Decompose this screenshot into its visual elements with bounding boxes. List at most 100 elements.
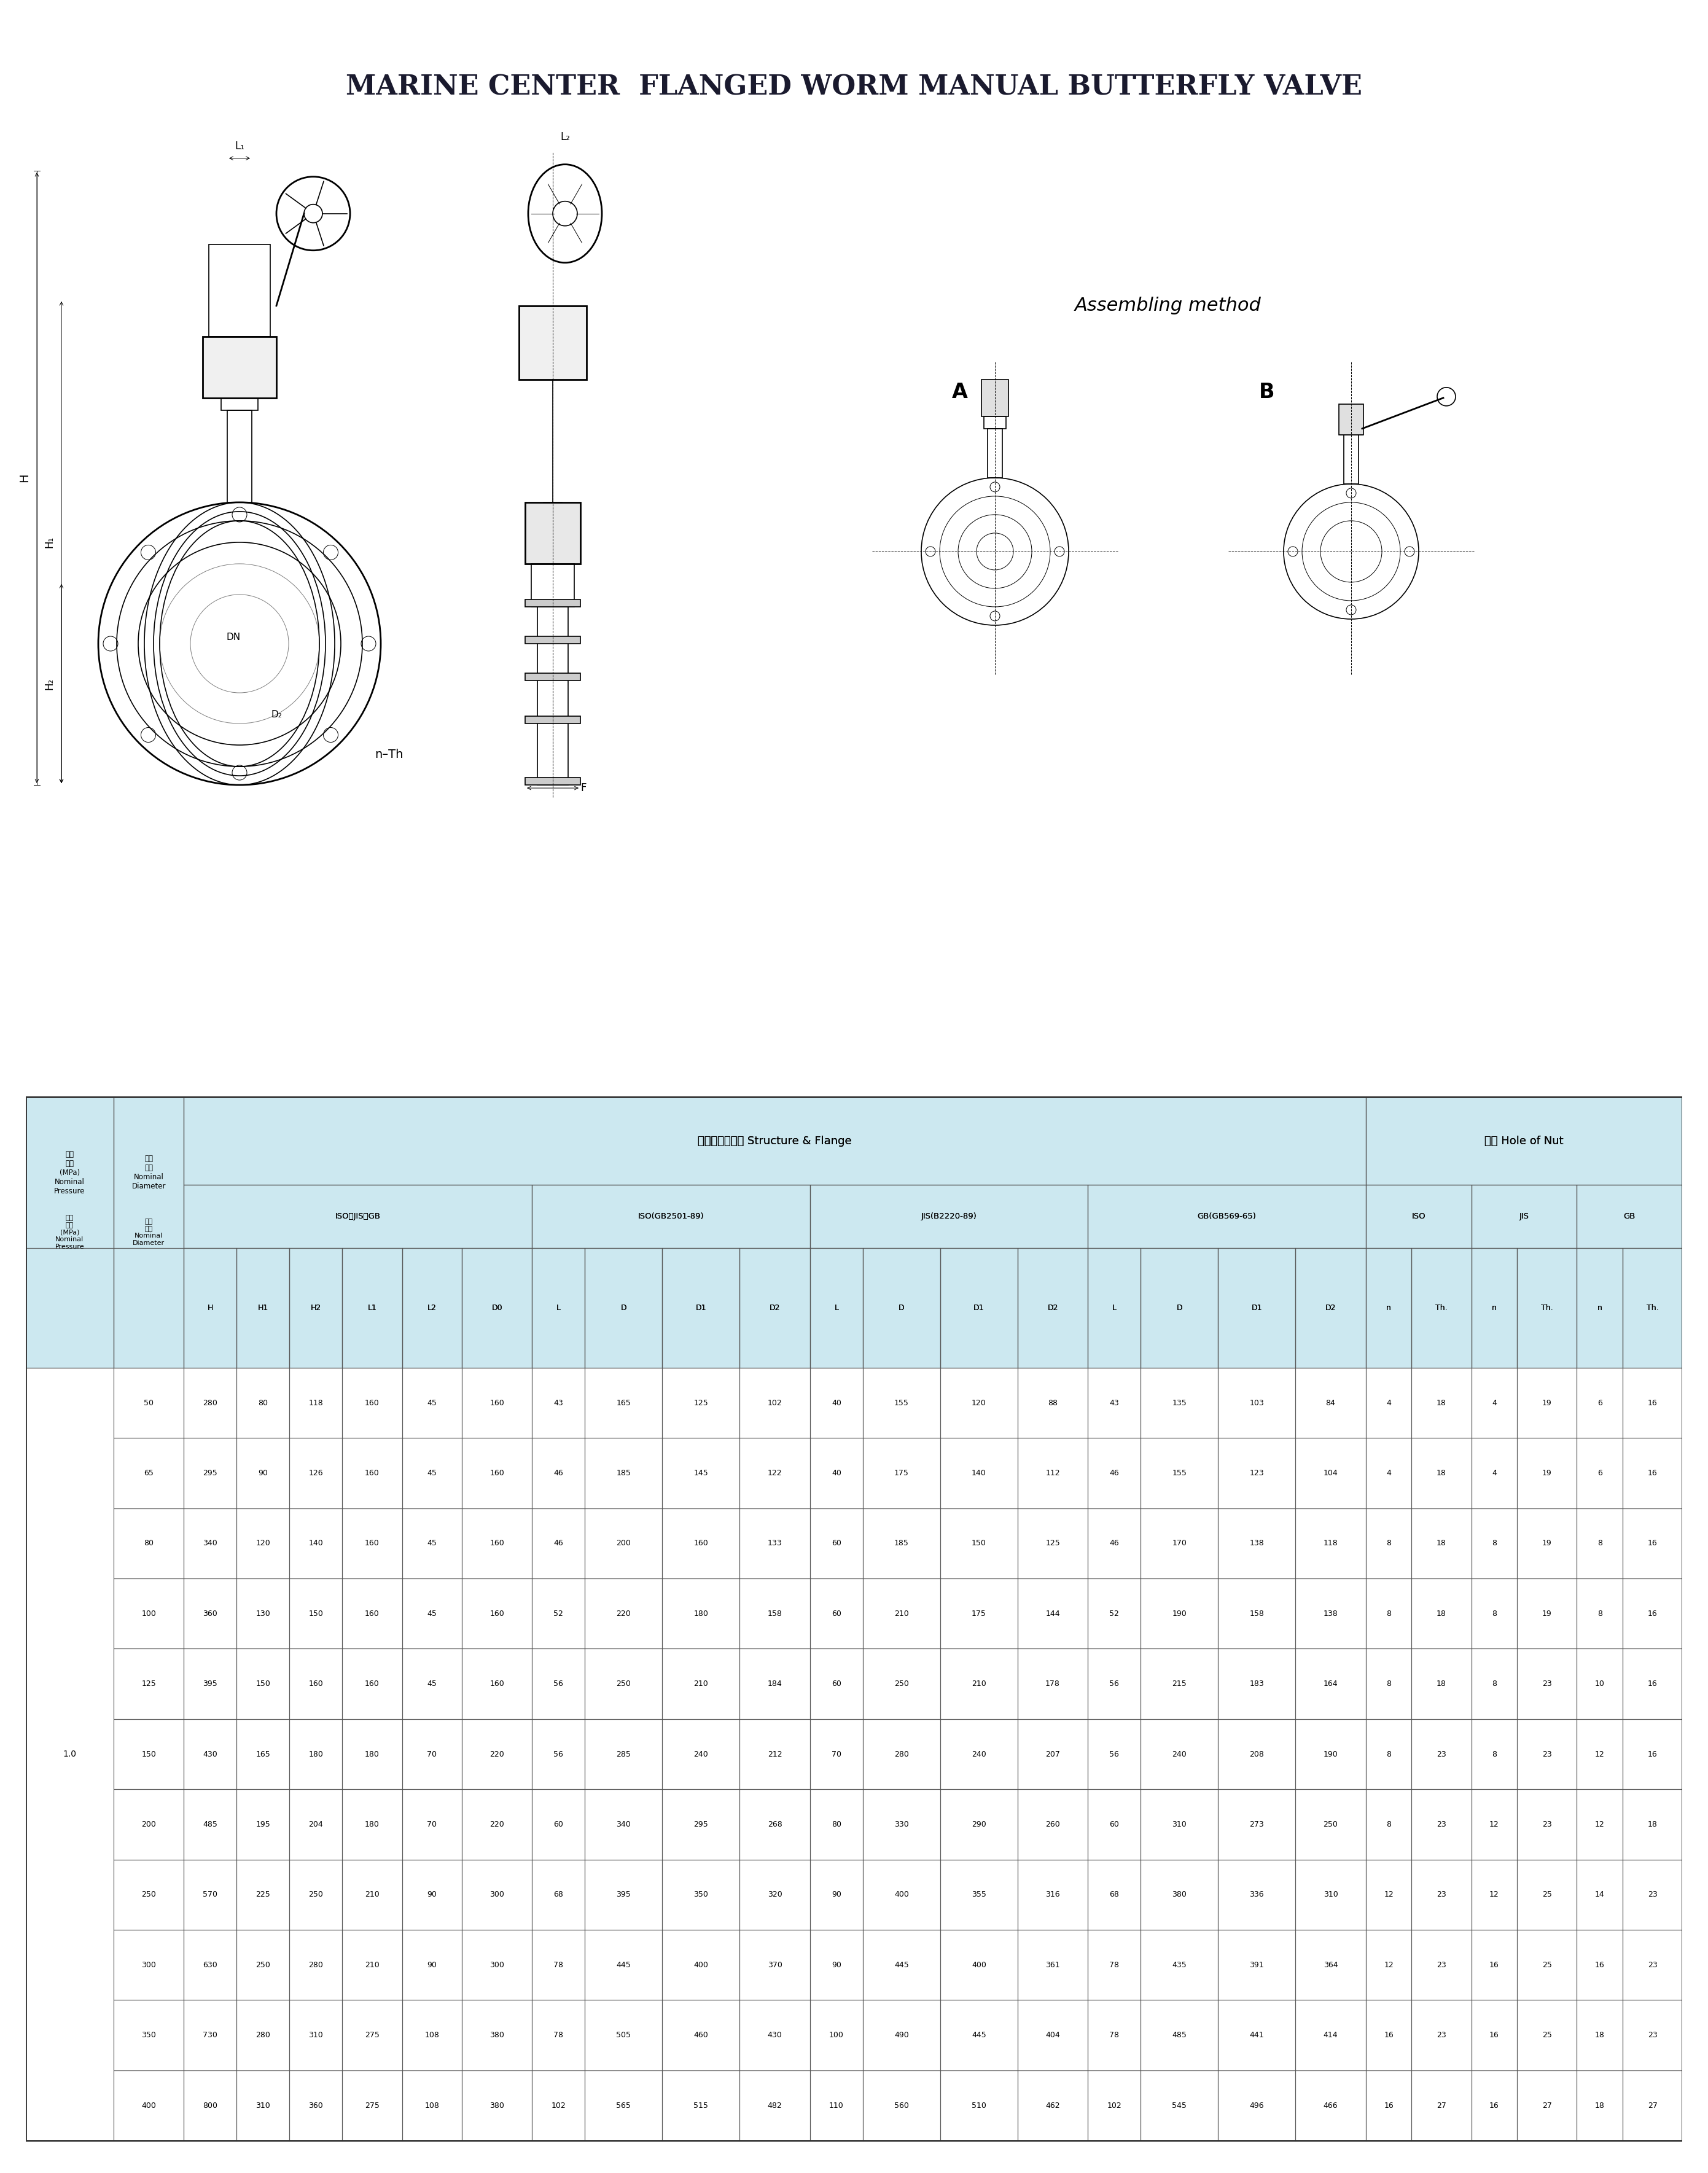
Bar [663, 1719, 740, 1788]
Bar [1517, 1649, 1576, 1719]
Bar [810, 1184, 1088, 1247]
Bar [1088, 1930, 1141, 1999]
Text: 60: 60 [832, 1680, 842, 1688]
Bar [1471, 1930, 1517, 1999]
Text: 400: 400 [693, 1960, 709, 1969]
Bar [1088, 1860, 1141, 1930]
Bar [810, 1439, 863, 1508]
Bar [939, 1247, 1018, 1367]
Text: 126: 126 [309, 1469, 323, 1478]
Text: 螺孔 Hole of Nut: 螺孔 Hole of Nut [1484, 1136, 1563, 1147]
Text: L1: L1 [367, 1304, 377, 1312]
Bar [401, 1930, 461, 1999]
Text: 295: 295 [203, 1469, 217, 1478]
Bar [342, 1367, 401, 1439]
Text: n: n [1597, 1304, 1602, 1312]
Bar [237, 1508, 289, 1578]
Bar [663, 2071, 740, 2140]
Bar [810, 1999, 863, 2071]
Text: 184: 184 [767, 1680, 782, 1688]
Bar [1141, 1999, 1218, 2071]
Bar [584, 1719, 663, 1788]
Bar [1366, 1247, 1411, 1367]
Text: GB(GB569-65): GB(GB569-65) [1197, 1213, 1257, 1221]
Bar [1517, 2071, 1576, 2140]
Bar [1471, 1860, 1517, 1930]
Bar [401, 1930, 461, 1999]
Bar [1218, 1649, 1295, 1719]
Bar [939, 1578, 1018, 1649]
Text: 144: 144 [1045, 1610, 1061, 1617]
Bar [342, 1930, 401, 1999]
Bar [740, 1247, 810, 1367]
Bar [237, 1930, 289, 1999]
Bar [1366, 1097, 1682, 1184]
Text: 18: 18 [1436, 1538, 1447, 1547]
Bar [1471, 2071, 1517, 2140]
Bar [533, 1367, 584, 1439]
Bar [584, 1999, 663, 2071]
Bar [863, 1860, 939, 1930]
Text: 16: 16 [1489, 2032, 1500, 2038]
Bar [1366, 1930, 1411, 1999]
Bar [663, 1508, 740, 1578]
Text: 208: 208 [1250, 1749, 1264, 1758]
Bar [584, 1788, 663, 1860]
Text: n: n [1491, 1304, 1496, 1312]
Bar [1018, 1649, 1088, 1719]
Text: 250: 250 [617, 1680, 630, 1688]
Text: 155: 155 [895, 1399, 909, 1406]
Text: 84: 84 [1325, 1399, 1336, 1406]
Text: D1: D1 [695, 1304, 707, 1312]
Bar [584, 1860, 663, 1930]
Bar [1576, 1788, 1623, 1860]
Bar [237, 1649, 289, 1719]
Bar [1088, 1578, 1141, 1649]
Bar [1366, 1788, 1411, 1860]
Bar [1141, 1247, 1218, 1367]
Bar [538, 606, 569, 784]
Bar [401, 1439, 461, 1508]
Bar [184, 1247, 237, 1367]
Text: 23: 23 [1542, 1749, 1553, 1758]
Bar [1411, 1930, 1471, 1999]
Bar [184, 1184, 533, 1247]
Text: 110: 110 [828, 2101, 844, 2110]
Bar [810, 1788, 863, 1860]
Bar [461, 1788, 533, 1860]
Text: 108: 108 [425, 2101, 439, 2110]
Bar [26, 1097, 113, 1247]
Bar [533, 1439, 584, 1508]
Text: 60: 60 [1110, 1821, 1119, 1827]
Bar [810, 1184, 1088, 1247]
Bar [810, 1788, 863, 1860]
Text: L: L [1112, 1304, 1117, 1312]
Bar [1366, 1439, 1411, 1508]
Text: JIS: JIS [1518, 1213, 1529, 1221]
Text: 160: 160 [490, 1680, 504, 1688]
Bar [289, 1788, 342, 1860]
Text: 90: 90 [258, 1469, 268, 1478]
Bar [237, 1439, 289, 1508]
Bar [863, 1649, 939, 1719]
Bar [342, 1578, 401, 1649]
Bar [1623, 1508, 1682, 1578]
Text: 45: 45 [427, 1399, 437, 1406]
Bar [1576, 1184, 1682, 1247]
Bar [113, 1788, 184, 1860]
Text: H1: H1 [258, 1304, 268, 1312]
Bar [663, 1439, 740, 1508]
Text: B: B [1259, 382, 1274, 402]
Text: 391: 391 [1250, 1960, 1264, 1969]
Bar [1218, 1247, 1295, 1367]
Bar [1295, 1439, 1366, 1508]
Bar [289, 1999, 342, 2071]
Bar [401, 1247, 461, 1367]
Text: n: n [1597, 1304, 1602, 1312]
Text: 螺孔 Hole of Nut: 螺孔 Hole of Nut [1484, 1136, 1563, 1147]
Text: 445: 445 [617, 1960, 630, 1969]
Bar [184, 1439, 237, 1508]
Bar [939, 1930, 1018, 1999]
Text: 210: 210 [972, 1680, 986, 1688]
Bar [533, 1649, 584, 1719]
